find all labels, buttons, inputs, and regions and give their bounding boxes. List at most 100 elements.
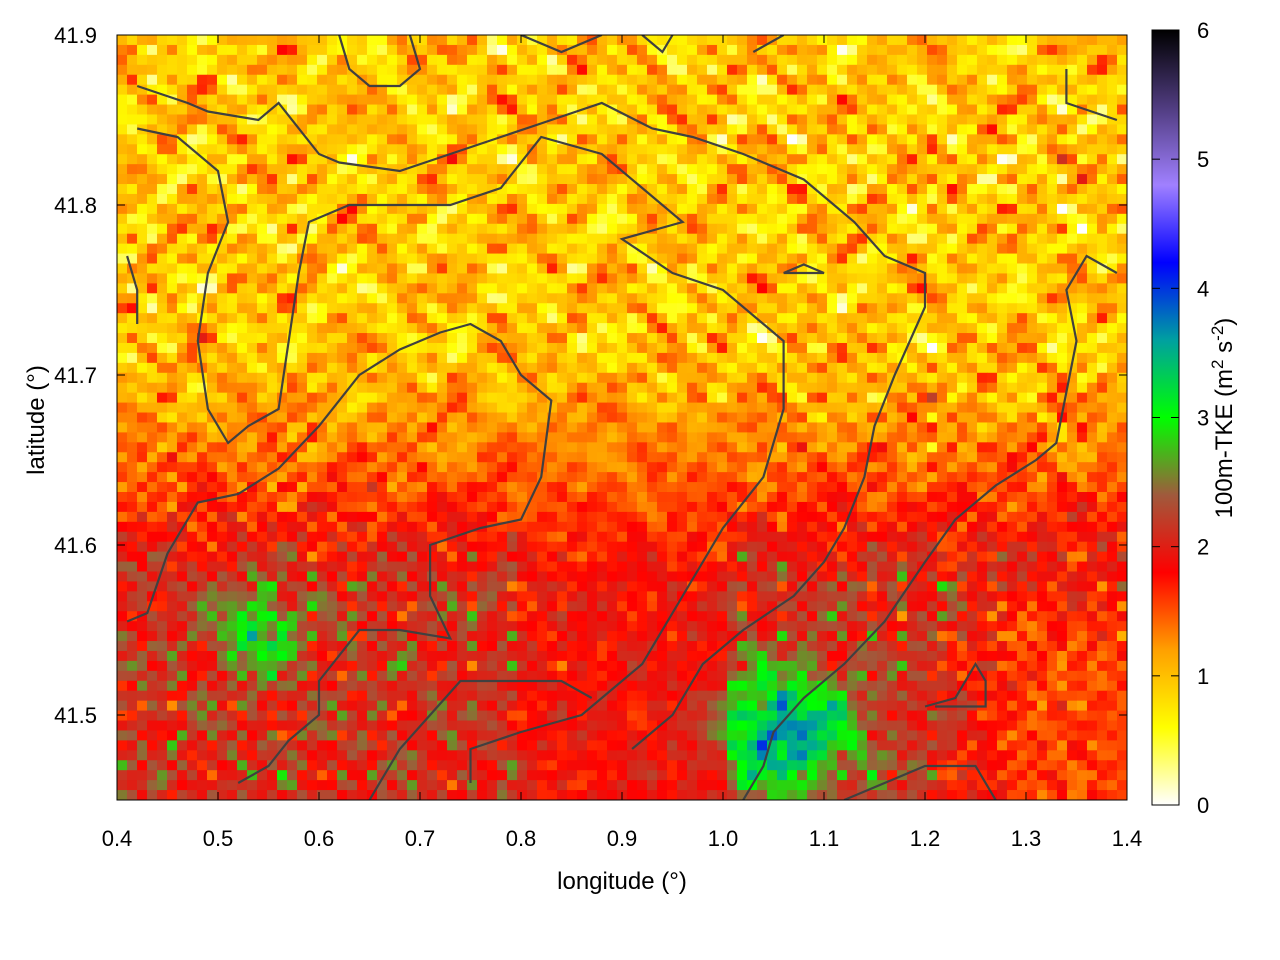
heatmap-cell bbox=[187, 64, 198, 76]
heatmap-cell bbox=[507, 164, 518, 175]
heatmap-cell bbox=[357, 233, 368, 245]
heatmap-cell bbox=[867, 193, 878, 205]
heatmap-cell bbox=[307, 313, 318, 324]
heatmap-cell bbox=[867, 323, 878, 334]
heatmap-cell bbox=[597, 213, 608, 225]
heatmap-cell bbox=[527, 263, 538, 275]
heatmap-cell bbox=[637, 253, 648, 265]
heatmap-cell bbox=[787, 452, 798, 463]
heatmap-cell bbox=[487, 412, 498, 424]
heatmap-cell bbox=[187, 74, 198, 86]
heatmap-cell bbox=[717, 333, 728, 344]
heatmap-cell bbox=[697, 293, 708, 304]
heatmap-cell bbox=[147, 273, 158, 284]
heatmap-cell bbox=[657, 263, 668, 275]
heatmap-cell bbox=[317, 74, 328, 86]
heatmap-cell bbox=[957, 124, 968, 135]
heatmap-cell bbox=[717, 203, 728, 215]
heatmap-cell bbox=[1047, 352, 1058, 364]
heatmap-cell bbox=[467, 293, 478, 304]
heatmap-cell bbox=[167, 313, 178, 324]
heatmap-cell bbox=[907, 362, 918, 374]
heatmap-cell bbox=[637, 64, 648, 76]
heatmap-cell bbox=[957, 392, 968, 404]
heatmap-cell bbox=[857, 511, 868, 523]
heatmap-cell bbox=[927, 422, 938, 434]
heatmap-cell bbox=[857, 203, 868, 215]
heatmap-cell bbox=[727, 501, 738, 513]
heatmap-cell bbox=[487, 362, 498, 374]
heatmap-cell bbox=[797, 164, 808, 175]
heatmap-cell bbox=[587, 124, 598, 135]
heatmap-cell bbox=[287, 193, 298, 205]
heatmap-cell bbox=[827, 482, 838, 493]
heatmap-cell bbox=[987, 124, 998, 135]
heatmap-cell bbox=[737, 333, 748, 344]
heatmap-cell bbox=[1087, 263, 1098, 275]
heatmap-cell bbox=[927, 233, 938, 245]
heatmap-cell bbox=[617, 303, 628, 314]
heatmap-cell bbox=[957, 432, 968, 443]
heatmap-cell bbox=[387, 223, 398, 235]
heatmap-cell bbox=[237, 253, 248, 265]
heatmap-cell bbox=[287, 184, 298, 195]
heatmap-cell bbox=[1097, 154, 1108, 165]
heatmap-cell bbox=[467, 104, 478, 116]
heatmap-cell bbox=[257, 64, 268, 76]
heatmap-cell bbox=[1117, 511, 1127, 523]
heatmap-cell bbox=[647, 422, 658, 434]
heatmap-cell bbox=[1027, 462, 1038, 473]
heatmap-cell bbox=[757, 482, 768, 493]
heatmap-cell bbox=[647, 482, 658, 493]
heatmap-cell bbox=[667, 452, 678, 463]
heatmap-cell bbox=[1077, 382, 1088, 394]
heatmap-cell bbox=[677, 184, 688, 195]
heatmap-cell bbox=[997, 362, 1008, 374]
heatmap-cell bbox=[1097, 114, 1108, 126]
heatmap-cell bbox=[467, 174, 478, 185]
heatmap-cell bbox=[887, 412, 898, 424]
heatmap-cell bbox=[227, 521, 238, 533]
heatmap-cell bbox=[717, 352, 728, 364]
heatmap-cell bbox=[137, 452, 148, 463]
heatmap-cell bbox=[317, 452, 328, 463]
heatmap-cell bbox=[797, 263, 808, 275]
heatmap-cell bbox=[847, 203, 858, 215]
heatmap-cell bbox=[337, 362, 348, 374]
heatmap-cell bbox=[1097, 293, 1108, 304]
heatmap-cell bbox=[437, 362, 448, 374]
heatmap-cell bbox=[157, 521, 168, 533]
heatmap-cell bbox=[557, 193, 568, 205]
heatmap-cell bbox=[407, 472, 418, 483]
heatmap-cell bbox=[917, 402, 928, 414]
heatmap-cell bbox=[817, 342, 828, 354]
heatmap-cell bbox=[507, 432, 518, 443]
heatmap-cell bbox=[977, 412, 988, 424]
heatmap-cell bbox=[277, 452, 288, 463]
heatmap-cell bbox=[787, 342, 798, 354]
heatmap-cell bbox=[487, 35, 498, 46]
heatmap-cell bbox=[627, 184, 638, 195]
heatmap-cell bbox=[777, 64, 788, 76]
heatmap-cell bbox=[1007, 104, 1018, 116]
heatmap-cell bbox=[637, 164, 648, 175]
heatmap-cell bbox=[1067, 84, 1078, 96]
heatmap-cell bbox=[577, 213, 588, 225]
heatmap-cell bbox=[707, 233, 718, 245]
heatmap-cell bbox=[547, 283, 558, 294]
heatmap-cell bbox=[457, 134, 468, 145]
heatmap-cell bbox=[1027, 352, 1038, 364]
heatmap-cell bbox=[867, 283, 878, 294]
heatmap-cell bbox=[337, 452, 348, 463]
heatmap-cell bbox=[347, 462, 358, 473]
heatmap-cell bbox=[457, 104, 468, 116]
heatmap-cell bbox=[667, 263, 678, 275]
heatmap-cell bbox=[487, 402, 498, 414]
heatmap-cell bbox=[337, 313, 348, 324]
heatmap-cell bbox=[577, 154, 588, 165]
heatmap-cell bbox=[277, 402, 288, 414]
heatmap-cell bbox=[277, 174, 288, 185]
heatmap-cell bbox=[597, 144, 608, 155]
heatmap-cell bbox=[127, 134, 138, 145]
heatmap-cell bbox=[827, 74, 838, 86]
